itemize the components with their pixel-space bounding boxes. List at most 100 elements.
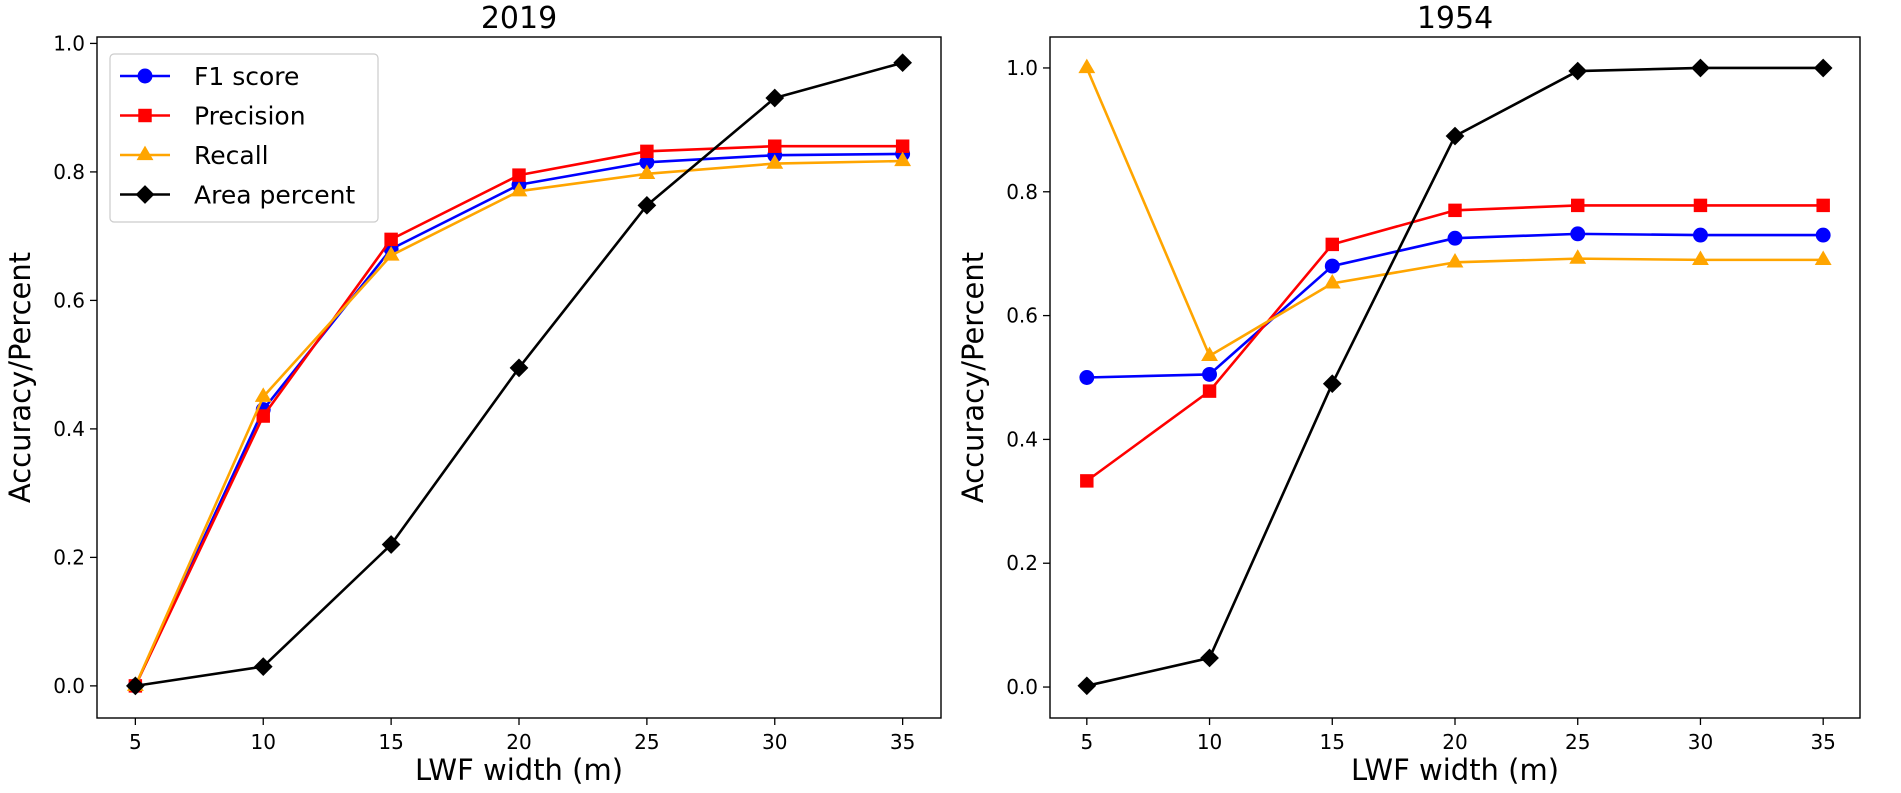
x-tick-label: 25	[634, 730, 659, 754]
data-point-circle	[1693, 227, 1708, 243]
data-point-circle	[1570, 226, 1586, 242]
y-tick-label: 1.0	[1006, 56, 1038, 80]
data-point-square	[895, 139, 910, 153]
legend-label: Precision	[194, 102, 306, 131]
y-tick-label: 0.4	[1006, 427, 1038, 451]
x-tick-label: 30	[1688, 730, 1713, 754]
data-point-triangle	[638, 164, 656, 179]
data-point-square	[1571, 198, 1585, 213]
y-tick-label: 0.6	[53, 288, 85, 312]
data-point-circle	[1324, 258, 1340, 274]
y-tick-label: 0.8	[53, 160, 85, 184]
data-point-diamond	[1568, 61, 1588, 81]
series-recall	[126, 151, 912, 692]
data-point-diamond	[1077, 676, 1097, 696]
data-point-triangle	[766, 154, 784, 169]
series-line	[134, 152, 903, 687]
chart-title: 1954	[1417, 1, 1493, 36]
data-point-diamond	[1813, 58, 1833, 78]
chart-panel-1954: 1954 5 10 15 20 25 30 35 0.0 0.2 0.4 0.6 0.8 1.0 LWF w…	[956, 1, 1861, 787]
y-tick-label: 0.6	[1006, 304, 1038, 328]
x-tick-label: 30	[762, 730, 787, 754]
data-point-square	[256, 409, 270, 423]
data-point-diamond	[1322, 374, 1342, 394]
data-point-square	[640, 144, 654, 159]
legend-label: Area percent	[194, 181, 355, 210]
y-tick-label: 1.0	[53, 31, 85, 55]
data-point-triangle	[1446, 252, 1464, 268]
legend-item: Recall	[120, 141, 269, 170]
legend-frame	[109, 53, 379, 223]
x-tick-label: 35	[1810, 730, 1835, 754]
y-tick-label: 0.8	[1006, 180, 1038, 204]
legend-item: F1 score	[120, 62, 299, 91]
data-point-diamond	[637, 195, 657, 215]
y-tick-label: 0.2	[53, 545, 85, 569]
data-point-diamond	[765, 88, 785, 108]
data-point-triangle	[1323, 274, 1341, 289]
chart-title: 2019	[481, 1, 557, 36]
x-axis-label: LWF width (m)	[415, 753, 623, 787]
series-line	[1086, 204, 1824, 482]
x-tick-label: 10	[1197, 730, 1222, 754]
data-point-triangle	[894, 151, 912, 167]
legend-item: Precision	[120, 102, 306, 131]
x-tick-label: 15	[378, 730, 403, 754]
data-point-triangle	[254, 387, 272, 402]
data-point-circle	[1202, 366, 1217, 382]
series-area-percent	[126, 53, 912, 696]
data-point-square	[1448, 203, 1462, 218]
data-point-square	[1325, 237, 1339, 252]
data-point-diamond	[509, 358, 529, 378]
legend-item: Area percent	[120, 181, 355, 210]
legend: F1 score Precision Recall Area percent	[109, 53, 379, 223]
data-point-square	[1816, 198, 1830, 213]
y-tick-label: 0.4	[53, 417, 85, 441]
legend-label: Recall	[194, 141, 269, 170]
y-tick-label: 0.0	[53, 674, 85, 698]
series-line	[1086, 66, 1824, 688]
data-point-square	[1080, 474, 1094, 488]
x-tick-label: 20	[1442, 730, 1467, 754]
data-point-diamond	[381, 535, 401, 554]
series-area-percent	[1077, 58, 1833, 696]
x-tick-label: 25	[1565, 730, 1590, 754]
data-point-square	[768, 139, 782, 153]
data-point-diamond	[1445, 126, 1465, 146]
series-f1-score	[1079, 226, 1831, 385]
data-point-square	[384, 232, 398, 247]
legend-marker-square	[138, 108, 152, 123]
data-point-square	[1202, 384, 1217, 398]
data-point-diamond	[1691, 58, 1710, 78]
data-point-circle	[639, 154, 655, 170]
data-point-triangle	[1569, 249, 1587, 264]
series-f1-score	[127, 146, 911, 694]
data-point-triangle	[1692, 250, 1709, 266]
legend-label: F1 score	[194, 62, 299, 91]
legend-marker-diamond	[135, 185, 155, 204]
data-point-square	[1693, 198, 1708, 213]
x-tick-label: 10	[251, 730, 276, 754]
x-tick-label: 5	[129, 730, 142, 754]
series-line	[134, 159, 903, 687]
data-point-diamond	[1200, 648, 1219, 668]
data-point-diamond	[126, 676, 145, 696]
data-point-triangle	[1201, 346, 1218, 361]
data-point-diamond	[893, 53, 912, 73]
x-tick-label: 35	[890, 730, 915, 754]
y-tick-label: 0.0	[1006, 675, 1038, 699]
x-tick-label: 20	[506, 730, 531, 754]
data-point-square	[512, 168, 526, 182]
data-point-triangle	[1078, 58, 1096, 74]
series-line	[134, 144, 903, 687]
y-axis-label: Accuracy/Percent	[3, 252, 37, 503]
data-point-circle	[1447, 230, 1463, 246]
chart-panel-2019: 2019 5 10 15 20 25 30 35 0.0 0.2 0.4 0.6 0.8 1.0 LWF w…	[3, 1, 942, 787]
data-point-triangle	[510, 181, 528, 197]
plot-frame	[96, 36, 942, 719]
data-point-triangle	[1814, 250, 1832, 266]
data-point-circle	[1079, 370, 1095, 385]
series-precision	[1080, 198, 1830, 488]
